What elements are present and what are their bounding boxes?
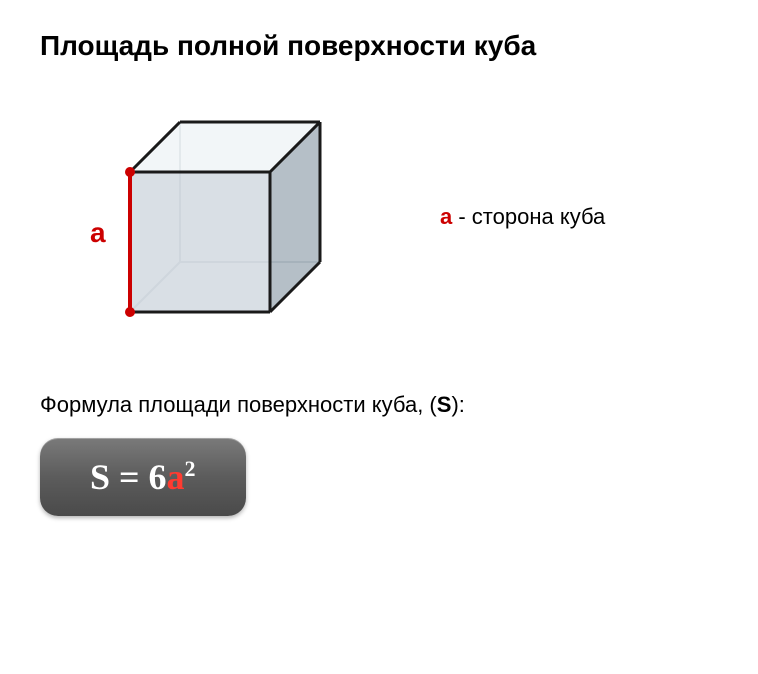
formula-caption-var: S (437, 392, 452, 417)
formula-caption-suffix: ): (451, 392, 464, 417)
formula-coef: 6 (149, 457, 167, 497)
formula-exp: 2 (185, 456, 196, 481)
formula-box: S = 6a2 (40, 438, 246, 516)
cube-diagram: a (100, 102, 360, 332)
formula-var: a (167, 457, 185, 497)
cube-front-face (130, 172, 270, 312)
formula: S = 6a2 (90, 457, 196, 497)
legend: a - сторона куба (440, 204, 605, 230)
formula-caption: Формула площади поверхности куба, (S): (40, 392, 718, 418)
page-title: Площадь полной поверхности куба (40, 30, 718, 62)
diagram-row: a (100, 102, 718, 332)
vertex-dot (125, 307, 135, 317)
formula-caption-prefix: Формула площади поверхности куба, ( (40, 392, 437, 417)
legend-text: - сторона куба (452, 204, 605, 229)
formula-lhs: S (90, 457, 110, 497)
legend-a: a (440, 204, 452, 229)
formula-eq: = (110, 457, 149, 497)
vertex-dot (125, 167, 135, 177)
cube-svg (100, 102, 360, 332)
edge-label-a: a (90, 217, 106, 249)
